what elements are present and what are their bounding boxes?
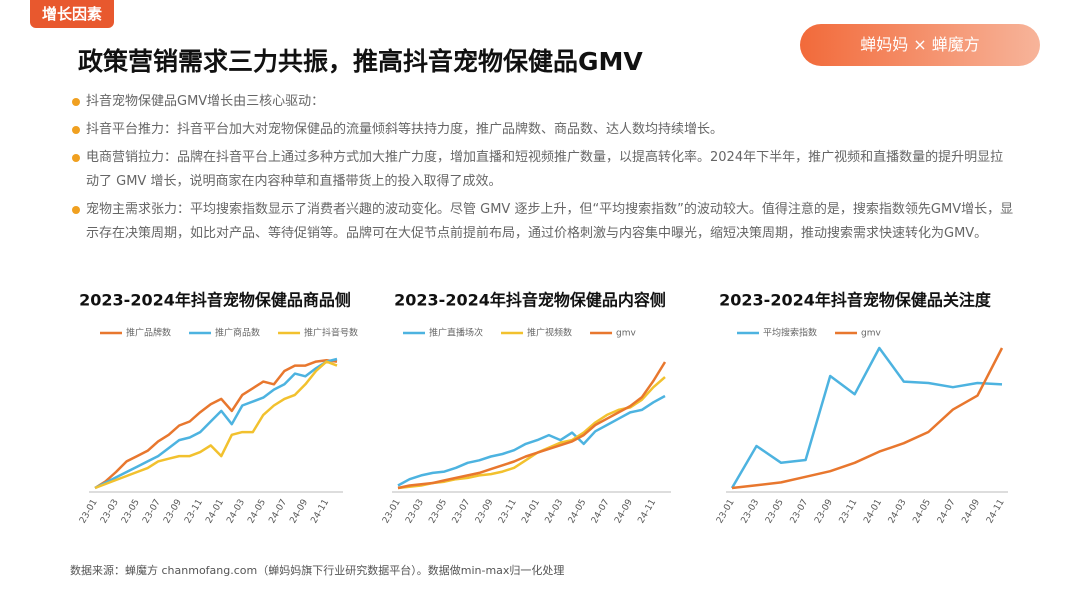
x-tick-label: 24-09 — [288, 498, 310, 526]
x-tick-label: 24-11 — [636, 498, 658, 526]
slide-title: 政策营销需求三力共振，推高抖音宠物保健品GMV — [78, 47, 643, 76]
x-tick-label: 24-05 — [567, 498, 589, 526]
x-tick-label: 23-09 — [162, 498, 184, 526]
x-tick-label: 23-05 — [120, 498, 142, 526]
legend-label: 推广直播场次 — [429, 327, 483, 339]
chart-title: 2023-2024年抖音宠物保健品内容侧 — [394, 291, 666, 310]
brand-left: 蝉妈妈 — [860, 35, 909, 54]
x-tick-label: 24-05 — [246, 498, 268, 526]
x-tick-label: 23-01 — [715, 498, 737, 526]
legend-label: 推广抖音号数 — [304, 327, 358, 339]
bullet-icon — [72, 154, 80, 162]
series-line — [94, 357, 338, 490]
legend-label: gmv — [861, 329, 881, 339]
bullet-text: 抖音平台推力：抖音平台加大对宠物保健品的流量倾斜等扶持力度，推广品牌数、商品数、… — [86, 122, 724, 137]
x-tick-label: 23-07 — [789, 498, 811, 526]
x-tick-label: 24-07 — [936, 498, 958, 526]
x-tick-label: 23-01 — [78, 498, 100, 526]
chart-title: 2023-2024年抖音宠物保健品商品侧 — [79, 291, 351, 310]
bullet: 宠物主需求张力：平均搜索指数显示了消费者兴趣的波动变化。尽管 GMV 逐步上升，… — [72, 198, 1016, 246]
bullet-text: 宠物主需求张力：平均搜索指数显示了消费者兴趣的波动变化。尽管 GMV 逐步上升，… — [86, 202, 1014, 241]
series-line — [730, 346, 1003, 489]
x-tick-label: 23-11 — [497, 498, 519, 526]
x-tick-label: 23-05 — [764, 498, 786, 526]
series-line — [397, 361, 667, 490]
x-tick-label: 23-09 — [813, 498, 835, 526]
x-tick-label: 23-07 — [451, 498, 473, 526]
series-line — [94, 359, 338, 490]
x-tick-label: 23-11 — [838, 498, 860, 526]
x-tick-label: 24-01 — [862, 498, 884, 526]
x-tick-label: 24-05 — [911, 498, 933, 526]
bullet-icon — [72, 98, 80, 106]
legend-label: 推广品牌数 — [126, 327, 171, 339]
source-note: 数据来源：蝉魔方 chanmofang.com（蝉妈妈旗下行业研究数据平台）。数… — [70, 564, 565, 577]
legend-label: gmv — [616, 329, 636, 339]
x-tick-label: 24-11 — [310, 498, 332, 526]
x-tick-label: 23-03 — [740, 498, 762, 526]
brand-badge: 蝉妈妈 × 蝉魔方 — [800, 24, 1040, 66]
x-tick-label: 24-03 — [225, 498, 247, 526]
intro: 抖音宠物保健品GMV增长由三核心驱动： — [72, 90, 1016, 114]
series-line — [94, 360, 338, 490]
x-tick-label: 23-03 — [99, 498, 121, 526]
x-tick-label: 23-07 — [141, 498, 163, 526]
legend-label: 推广商品数 — [215, 327, 260, 339]
x-tick-label: 24-01 — [204, 498, 226, 526]
series-line — [397, 394, 666, 487]
x-tick-label: 24-11 — [985, 498, 1007, 526]
x-tick-label: 24-09 — [613, 498, 635, 526]
x-tick-label: 24-03 — [887, 498, 909, 526]
series-line — [731, 347, 1004, 490]
x-tick-label: 23-09 — [474, 498, 496, 526]
brand-sep: × — [913, 35, 927, 54]
x-tick-label: 24-09 — [960, 498, 982, 526]
bullet-icon — [72, 126, 80, 134]
legend-label: 推广视频数 — [527, 327, 572, 339]
x-tick-label: 23-11 — [183, 498, 205, 526]
brand-right: 蝉魔方 — [931, 35, 980, 54]
x-tick-label: 24-07 — [267, 498, 289, 526]
x-tick-label: 24-03 — [544, 498, 566, 526]
x-tick-label: 23-05 — [427, 498, 449, 526]
bullet: 电商营销拉力：品牌在抖音平台上通过多种方式加大推广力度，增加直播和短视频推广数量… — [72, 146, 1016, 194]
legend-label: 平均搜索指数 — [763, 327, 817, 339]
x-tick-label: 24-07 — [590, 498, 612, 526]
bullet-text: 电商营销拉力：品牌在抖音平台上通过多种方式加大推广力度，增加直播和短视频推广数量… — [86, 150, 1004, 189]
bullet-icon — [72, 206, 80, 214]
intro-text: 抖音宠物保健品GMV增长由三核心驱动： — [86, 94, 325, 109]
x-tick-label: 24-01 — [520, 498, 542, 526]
chart-title: 2023-2024年抖音宠物保健品关注度 — [719, 291, 992, 310]
x-tick-label: 23-01 — [381, 498, 403, 526]
x-tick-label: 23-03 — [404, 498, 426, 526]
bullet: 抖音平台推力：抖音平台加大对宠物保健品的流量倾斜等扶持力度，推广品牌数、商品数、… — [72, 118, 1016, 142]
section-tag: 增长因素 — [30, 0, 114, 28]
